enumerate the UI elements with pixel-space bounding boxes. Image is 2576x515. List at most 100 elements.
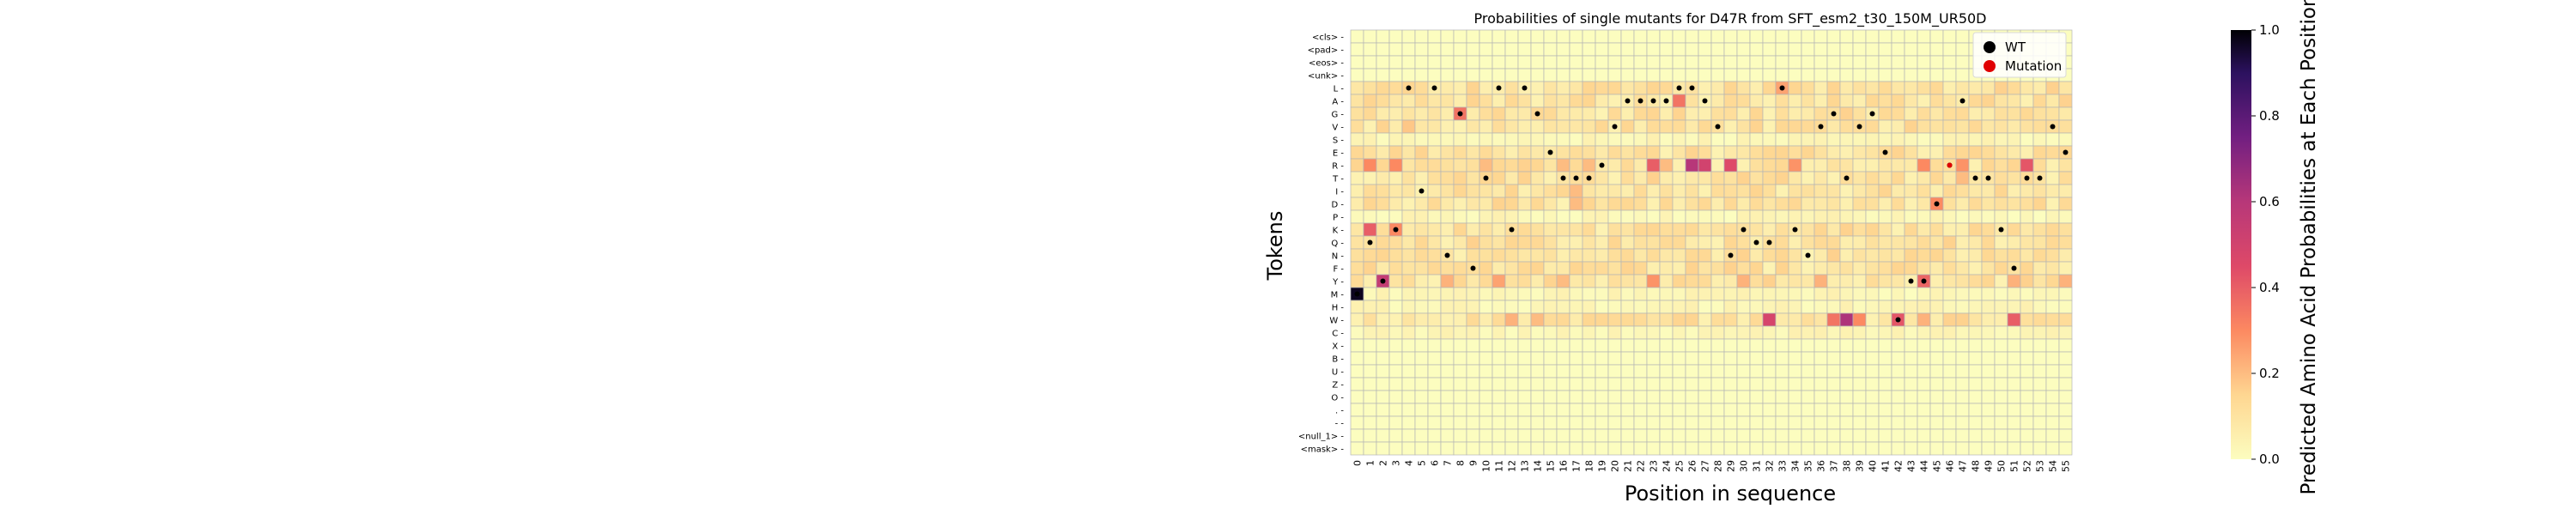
heatmap-cell xyxy=(1607,377,1622,391)
heatmap-cell xyxy=(1543,209,1558,224)
heatmap-cell xyxy=(1710,145,1725,160)
heatmap-cell xyxy=(2020,184,2034,198)
heatmap-cell xyxy=(1723,338,1738,353)
heatmap-cell xyxy=(1994,390,2008,404)
heatmap-cell xyxy=(1852,235,1867,250)
heatmap-cell xyxy=(1504,248,1519,263)
heatmap-cell xyxy=(1595,261,1609,276)
heatmap-cell xyxy=(1917,29,1931,44)
heatmap-cell xyxy=(2045,171,2060,185)
heatmap-cell xyxy=(2032,364,2047,379)
x-tick-label: 8 xyxy=(1455,460,1467,466)
heatmap-cell xyxy=(1736,441,1751,456)
heatmap-cell xyxy=(1710,158,1725,173)
heatmap-cell xyxy=(1878,312,1893,327)
y-tick-label: V - xyxy=(1332,124,1344,133)
heatmap-cell xyxy=(1582,403,1596,417)
heatmap-cell xyxy=(1414,403,1429,417)
heatmap-cell xyxy=(1788,364,1802,379)
heatmap-cell xyxy=(1607,158,1622,173)
y-tick-label: <mask> - xyxy=(1301,445,1345,455)
heatmap-cell xyxy=(1569,29,1583,44)
heatmap-cell xyxy=(1775,235,1789,250)
heatmap-cell xyxy=(1801,222,1815,237)
heatmap-cell xyxy=(1775,197,1789,211)
heatmap-cell xyxy=(1556,132,1571,147)
heatmap-cell xyxy=(1852,68,1867,82)
heatmap-cell xyxy=(1775,222,1789,237)
y-tick-label: X - xyxy=(1332,342,1344,352)
heatmap-cell xyxy=(1865,428,1880,443)
heatmap-cell xyxy=(1440,42,1455,57)
heatmap-cell xyxy=(1646,261,1661,276)
heatmap-cell xyxy=(1994,145,2008,160)
heatmap-cell xyxy=(2032,312,2047,327)
heatmap-cell xyxy=(1492,390,1506,404)
heatmap-cell xyxy=(1479,338,1493,353)
heatmap-cell xyxy=(1814,312,1828,327)
heatmap-cell xyxy=(1582,338,1596,353)
heatmap-cell xyxy=(1685,300,1699,314)
heatmap-cell xyxy=(1710,42,1725,57)
heatmap-cell xyxy=(2020,158,2034,173)
heatmap-cell xyxy=(1852,403,1867,417)
heatmap-cell xyxy=(1440,55,1455,70)
heatmap-cell xyxy=(1633,197,1648,211)
heatmap-cell xyxy=(1646,171,1661,185)
heatmap-cell xyxy=(1607,287,1622,301)
heatmap-cell xyxy=(1839,364,1854,379)
heatmap-cell xyxy=(1736,351,1751,366)
heatmap-cell xyxy=(1350,338,1364,353)
heatmap-cell xyxy=(1852,42,1867,57)
heatmap-cell xyxy=(1401,428,1416,443)
heatmap-cell xyxy=(1517,403,1532,417)
heatmap-cell xyxy=(1453,403,1467,417)
heatmap-cell xyxy=(1504,312,1519,327)
heatmap-cell xyxy=(1492,312,1506,327)
heatmap-cell xyxy=(1427,300,1442,314)
heatmap-cell xyxy=(1466,132,1480,147)
heatmap-cell xyxy=(1994,197,2008,211)
heatmap-cell xyxy=(1801,197,1815,211)
heatmap-cell xyxy=(2058,106,2073,121)
heatmap-cell xyxy=(1723,29,1738,44)
heatmap-cell xyxy=(1376,222,1390,237)
heatmap-cell xyxy=(1865,403,1880,417)
heatmap-cell xyxy=(1672,390,1686,404)
heatmap-cell xyxy=(1543,197,1558,211)
heatmap-cell xyxy=(1401,55,1416,70)
heatmap-cell xyxy=(1427,94,1442,108)
heatmap-cell xyxy=(1633,68,1648,82)
heatmap-cell xyxy=(2058,428,2073,443)
heatmap-cell xyxy=(1891,171,1905,185)
heatmap-cell xyxy=(1710,441,1725,456)
heatmap-cell xyxy=(1929,287,1944,301)
heatmap-cell xyxy=(1376,81,1390,95)
heatmap-cell xyxy=(1543,428,1558,443)
heatmap-cell xyxy=(1582,81,1596,95)
heatmap-cell xyxy=(1826,235,1841,250)
heatmap-cell xyxy=(1350,42,1364,57)
heatmap-cell xyxy=(1736,106,1751,121)
heatmap-cell xyxy=(1401,29,1416,44)
heatmap-cell xyxy=(1479,364,1493,379)
heatmap-cell xyxy=(1891,158,1905,173)
heatmap-cell xyxy=(1607,197,1622,211)
heatmap-cell xyxy=(2045,338,2060,353)
heatmap-cell xyxy=(1607,403,1622,417)
heatmap-cell xyxy=(1826,364,1841,379)
heatmap-cell xyxy=(1659,441,1674,456)
heatmap-cell xyxy=(2007,197,2021,211)
heatmap-cell xyxy=(2045,274,2060,288)
heatmap-cell xyxy=(1839,119,1854,134)
heatmap-cell xyxy=(1839,197,1854,211)
heatmap-cell xyxy=(1530,68,1545,82)
heatmap-cell xyxy=(1904,184,1918,198)
heatmap-cell xyxy=(1659,132,1674,147)
heatmap-cell xyxy=(2007,403,2021,417)
heatmap-cell xyxy=(1569,274,1583,288)
heatmap-cell xyxy=(1968,235,1983,250)
heatmap-cell xyxy=(1672,364,1686,379)
heatmap-cell xyxy=(1633,261,1648,276)
heatmap-cell xyxy=(1929,364,1944,379)
